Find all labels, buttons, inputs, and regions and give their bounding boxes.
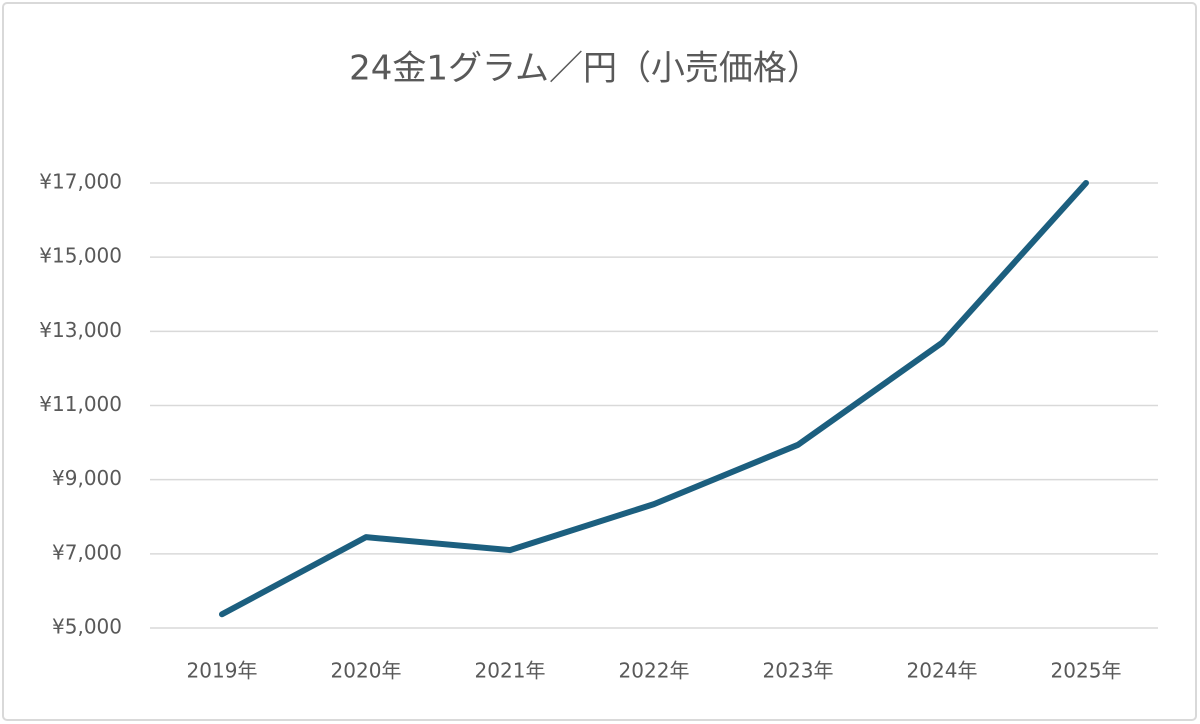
y-tick-label: ¥9,000 [52,466,122,490]
x-tick-label: 2022年 [619,659,690,683]
x-tick-label: 2021年 [475,659,546,683]
x-tick-label: 2025年 [1051,659,1122,683]
y-tick-label: ¥11,000 [39,392,122,416]
x-tick-label: 2020年 [331,659,402,683]
chart-title: 24金1グラム／円（小売価格） [349,49,821,89]
y-tick-label: ¥13,000 [39,318,122,342]
series-line [219,180,1089,618]
x-tick-label: 2023年 [763,659,834,683]
x-tick-label: 2019年 [187,659,258,683]
y-tick-label: ¥5,000 [52,615,122,639]
y-tick-label: ¥7,000 [52,540,122,564]
y-tick-label: ¥15,000 [39,244,122,268]
x-tick-label: 2024年 [907,659,978,683]
y-tick-label: ¥17,000 [39,170,122,194]
